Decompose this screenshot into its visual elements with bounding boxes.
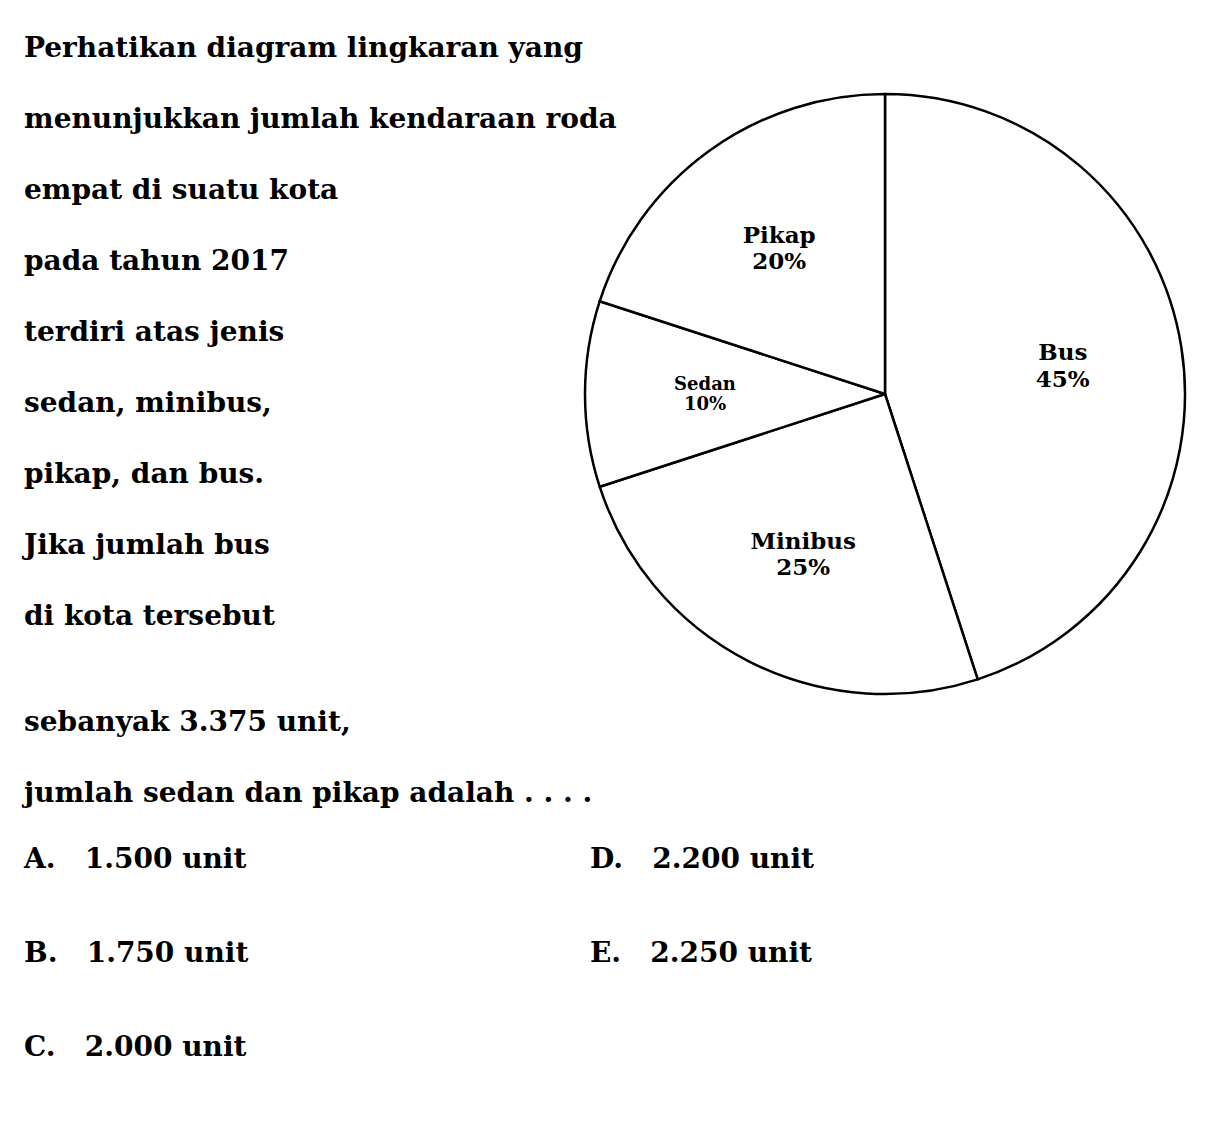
slice-label-category: Sedan xyxy=(674,373,736,394)
pie xyxy=(585,94,1185,694)
slice-label: Pikap20% xyxy=(743,221,816,274)
annotation: empat di suatu kota xyxy=(24,173,338,206)
slice-label-value: 10% xyxy=(684,393,726,414)
annotation: di kota tersebut xyxy=(24,599,275,632)
annotation: sebanyak 3.375 unit, xyxy=(24,705,351,738)
annotation: D. 2.200 unit xyxy=(590,842,814,875)
slice-label-category: Bus xyxy=(1038,338,1087,365)
annotation: Jika jumlah bus xyxy=(21,528,270,561)
annotation: E. 2.250 unit xyxy=(590,936,812,969)
slice-label-category: Minibus xyxy=(751,527,856,554)
annotation: pada tahun 2017 xyxy=(24,244,289,277)
slice-label-value: 25% xyxy=(776,553,830,580)
annotation: jumlah sedan dan pikap adalah . . . . xyxy=(21,776,592,809)
chart-svg: Perhatikan diagram lingkaran yang menunju… xyxy=(0,0,1230,1125)
annotation: Perhatikan diagram lingkaran yang xyxy=(24,31,583,64)
annotation: pikap, dan bus. xyxy=(24,457,264,490)
annotation: B. 1.750 unit xyxy=(24,936,248,969)
annotation: terdiri atas jenis xyxy=(24,315,284,348)
slice-label: Minibus25% xyxy=(751,527,856,580)
slice-label: Sedan10% xyxy=(674,373,736,415)
background xyxy=(0,0,1230,1125)
annotation: sedan, minibus, xyxy=(24,386,272,419)
slice-label-value: 20% xyxy=(752,247,806,274)
slice-label-category: Pikap xyxy=(743,221,816,248)
slice-label-value: 45% xyxy=(1036,365,1090,392)
slice-label: Bus45% xyxy=(1036,338,1090,391)
annotation: A. 1.500 unit xyxy=(23,842,246,875)
annotation: C. 2.000 unit xyxy=(24,1030,247,1063)
pie-labels: Bus45% Minibus25% Sedan10% Pikap20% xyxy=(674,221,1090,580)
annotation: menunjukkan jumlah kendaraan roda xyxy=(24,102,617,135)
pie-slice xyxy=(600,94,885,394)
chart-container: Perhatikan diagram lingkaran yang menunju… xyxy=(0,0,1230,1125)
